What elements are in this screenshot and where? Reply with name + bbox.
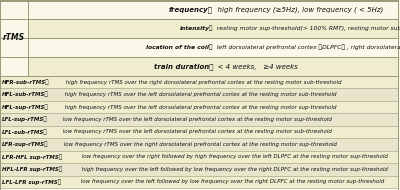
Bar bbox=[0, 151, 398, 163]
Text: LFL-sub-rTMS：: LFL-sub-rTMS： bbox=[2, 129, 48, 135]
Bar bbox=[28, 19, 398, 38]
Bar bbox=[0, 101, 398, 113]
Bar bbox=[0, 138, 398, 151]
Bar bbox=[0, 113, 398, 126]
Bar bbox=[28, 0, 398, 19]
Text: LFR-HFL sup-rTMS：: LFR-HFL sup-rTMS： bbox=[2, 154, 62, 160]
Text: left dorsolateral prefrontal cortex （DLPFC） , right dorsolateral prefrontal cort: left dorsolateral prefrontal cortex （DLP… bbox=[213, 45, 400, 50]
Text: high frequency rTMS over the left dorsolateral prefrontal cortex at the resting : high frequency rTMS over the left dorsol… bbox=[63, 105, 336, 110]
Text: low frequency rTMS over the left dorsolateral prefrontal cortex at the resting m: low frequency rTMS over the left dorsola… bbox=[61, 117, 332, 122]
Text: HFL-LFR sup-rTMS：: HFL-LFR sup-rTMS： bbox=[2, 167, 62, 172]
Bar bbox=[0, 176, 398, 188]
Bar bbox=[0, 88, 398, 101]
Bar bbox=[28, 38, 398, 57]
Text: low frequency rTMS over the right dorsolateral prefrontal cortex at the resting : low frequency rTMS over the right dorsol… bbox=[62, 142, 337, 147]
Text: LFL-sup-rTMS：: LFL-sup-rTMS： bbox=[2, 117, 48, 122]
Text: resting motor sup-threshold(> 100% RMT), resting motor sub-threshold (≤100% MT): resting motor sup-threshold(> 100% RMT),… bbox=[213, 26, 400, 31]
Text: location of the coil：: location of the coil： bbox=[146, 45, 213, 50]
Bar bbox=[0, 76, 398, 88]
Bar bbox=[0, 0, 28, 76]
Text: high frequency rTMS over the right dorsolateral prefrontal cortex at the resting: high frequency rTMS over the right dorso… bbox=[64, 80, 341, 85]
Text: frequency：: frequency： bbox=[169, 6, 213, 13]
Bar bbox=[0, 163, 398, 176]
Text: HFL-sup-rTMS：: HFL-sup-rTMS： bbox=[2, 104, 49, 110]
Text: intensity：: intensity： bbox=[180, 26, 213, 31]
Bar bbox=[28, 57, 398, 76]
Text: rTMS: rTMS bbox=[3, 33, 25, 43]
Bar bbox=[0, 126, 398, 138]
Text: train duration：: train duration： bbox=[154, 63, 213, 70]
Text: high frequency (≥5Hz), low frequency ( < 5Hz): high frequency (≥5Hz), low frequency ( <… bbox=[213, 6, 383, 13]
Text: high frequency rTMS over the left dorsolateral prefrontal cortex at the resting : high frequency rTMS over the left dorsol… bbox=[63, 92, 336, 97]
Text: HFL-sub-rTMS：: HFL-sub-rTMS： bbox=[2, 92, 49, 97]
Text: HFR-sub-rTMS：: HFR-sub-rTMS： bbox=[2, 79, 50, 85]
Text: < 4 weeks,   ≥4 weeks: < 4 weeks, ≥4 weeks bbox=[213, 63, 298, 70]
Text: low frequency rTMS over the left dorsolateral prefrontal cortex at the resting m: low frequency rTMS over the left dorsola… bbox=[61, 130, 332, 135]
Text: low frequency over the right followed by high frequency over the left DLPFC at t: low frequency over the right followed by… bbox=[80, 154, 388, 159]
Text: LFL-LFR sup-rTMS：: LFL-LFR sup-rTMS： bbox=[2, 179, 61, 184]
Text: LFR-sup-rTMS：: LFR-sup-rTMS： bbox=[2, 142, 48, 147]
Text: high frequency over the left followed by low frequency over the right DLPFC at t: high frequency over the left followed by… bbox=[80, 167, 388, 172]
Text: low frequency over the left followed by low frequency over the right DLPFC at th: low frequency over the left followed by … bbox=[79, 179, 384, 184]
